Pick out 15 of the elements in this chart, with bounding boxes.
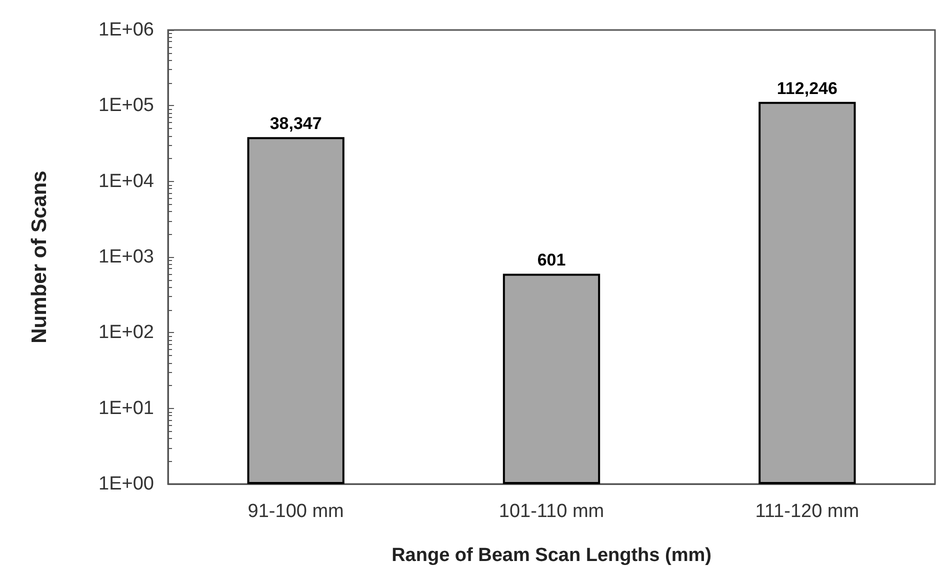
- y-axis-title: Number of Scans: [28, 170, 51, 344]
- y-tick-label: 1E+02: [98, 322, 154, 344]
- y-tick-label: 1E+00: [98, 474, 154, 494]
- data-label: 38,347: [270, 114, 322, 134]
- y-tick-label: 1E+04: [98, 170, 154, 192]
- y-tick-label: 1E+03: [98, 246, 154, 268]
- x-tick-label: 111-120 mm: [755, 501, 860, 522]
- x-tick-label: 91-100 mm: [248, 501, 344, 522]
- data-label: 601: [537, 250, 566, 270]
- y-tick-label: 1E+01: [98, 398, 154, 419]
- x-tick-label: 101-110 mm: [498, 501, 604, 522]
- y-tick-label: 1E+06: [98, 20, 154, 40]
- x-axis-title: Range of Beam Scan Lengths (mm): [392, 545, 712, 566]
- y-tick-label: 1E+05: [98, 95, 154, 116]
- data-label: 112,246: [776, 78, 838, 98]
